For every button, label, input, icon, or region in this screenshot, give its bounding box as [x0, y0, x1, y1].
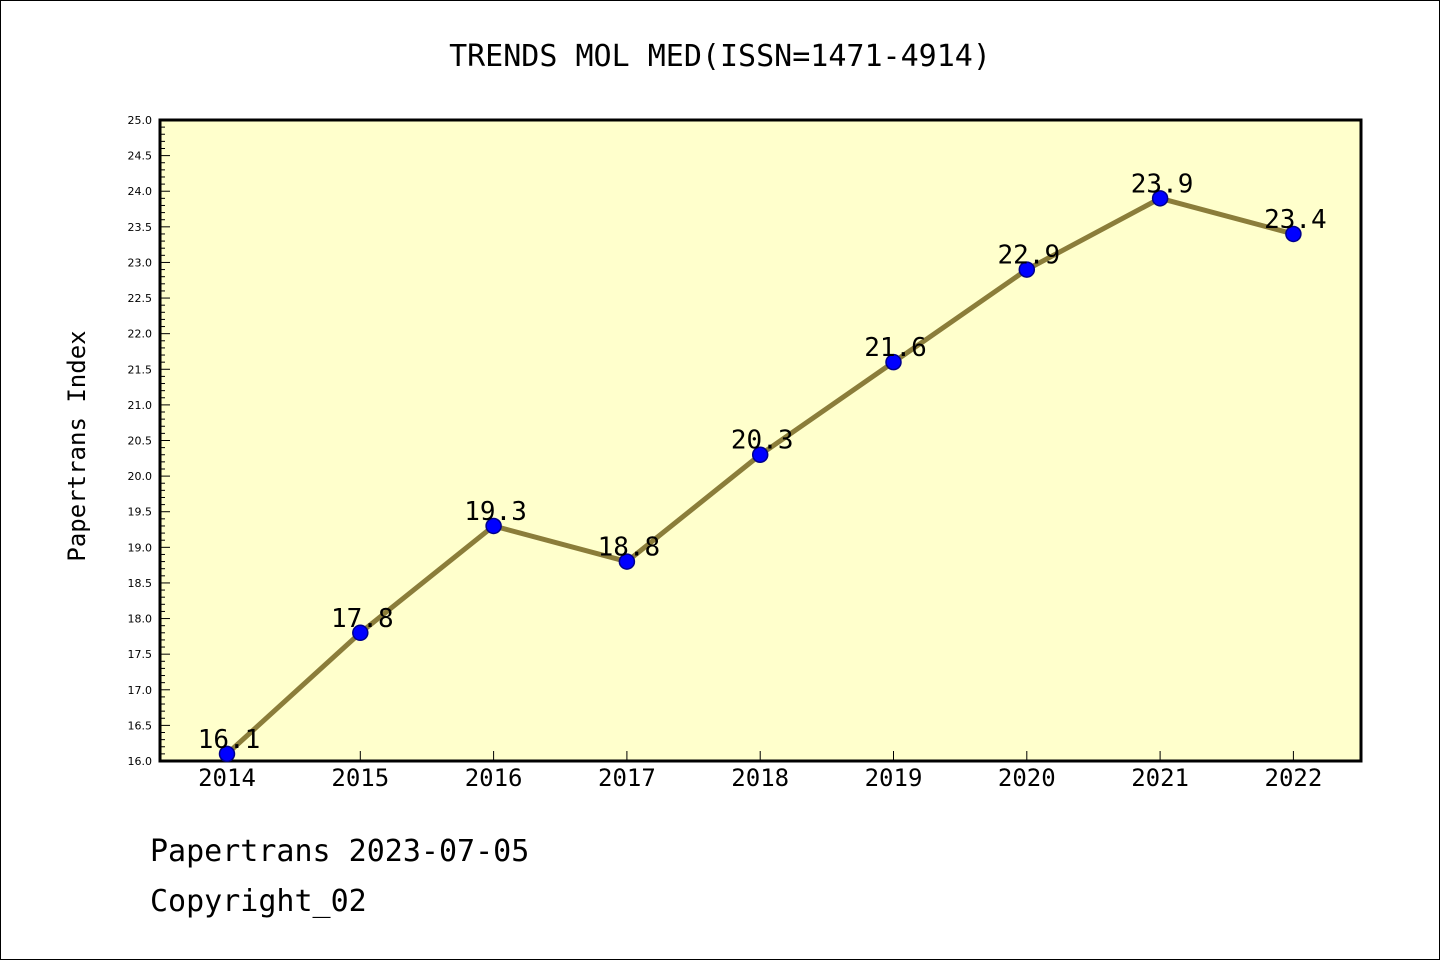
data-label: 23.9	[1131, 169, 1194, 199]
x-axis-ticks: 2014 2015 2016 2017 2018 2019 2020 2021 2022	[198, 751, 1322, 792]
y-tick-label: 19.5	[128, 506, 153, 519]
x-tick-label: 2020	[998, 764, 1056, 792]
data-point-marker	[218, 745, 236, 763]
y-tick-label: 23.5	[128, 221, 153, 234]
y-tick-label: 20.0	[128, 470, 153, 483]
y-tick-label: 17.0	[128, 684, 153, 697]
data-point-marker	[1151, 190, 1169, 207]
x-tick-label: 2017	[598, 764, 656, 792]
y-axis-label: Papertrans Index	[63, 330, 91, 561]
plot-area	[158, 118, 1363, 763]
y-tick-label: 19.0	[128, 541, 153, 554]
y-tick-label: 17.5	[128, 648, 153, 661]
data-label: 18.8	[598, 533, 661, 563]
data-label: 20.3	[731, 426, 794, 456]
footer-copyright-text: Copyright_02	[150, 884, 367, 919]
y-tick-label: 25.0	[128, 114, 153, 127]
y-tick-label: 23.0	[128, 256, 153, 269]
chart-title: TRENDS MOL MED(ISSN=1471-4914)	[449, 39, 991, 74]
y-tick-label: 18.0	[128, 613, 153, 626]
data-point-marker	[885, 353, 902, 371]
x-tick-label: 2022	[1265, 764, 1323, 792]
y-tick-label: 16.0	[128, 755, 153, 768]
data-label: 16.1	[198, 725, 261, 755]
x-tick-label: 2014	[198, 764, 256, 792]
y-tick-label: 24.5	[128, 150, 153, 163]
data-point-marker	[618, 553, 636, 570]
x-tick-label: 2018	[731, 764, 789, 792]
y-tick-label: 16.5	[128, 719, 153, 732]
data-label: 22.9	[997, 241, 1060, 271]
y-tick-label: 22.0	[128, 328, 153, 341]
data-label: 23.4	[1264, 205, 1327, 235]
y-axis-ticks: 16.0 16.5 17.0 17.5 18.0 18.5 19.0 19.5 20.0 20.5…	[128, 114, 170, 768]
y-tick-label: 20.5	[128, 435, 153, 448]
y-tick-label: 24.0	[128, 185, 153, 198]
data-point-marker	[1285, 225, 1302, 243]
x-tick-label: 2015	[331, 764, 389, 792]
series-group	[218, 190, 1302, 763]
x-tick-label: 2019	[865, 764, 923, 792]
data-point-marker	[352, 624, 369, 642]
footer-date-text: Papertrans 2023-07-05	[150, 834, 530, 869]
y-tick-label: 21.5	[128, 363, 153, 376]
data-labels-group: 16.1 17.8 19.3 18.8 20.3 21.6 22.9 23.9 23.4	[198, 169, 1327, 755]
data-label: 17.8	[331, 604, 394, 634]
data-label: 19.3	[464, 497, 527, 527]
x-tick-label: 2016	[465, 764, 523, 792]
data-point-marker	[485, 517, 502, 535]
data-label: 21.6	[864, 333, 927, 363]
data-point-marker	[1018, 261, 1036, 278]
y-tick-label: 21.0	[128, 399, 153, 412]
y-tick-label: 22.5	[128, 292, 153, 305]
y-tick-label: 18.5	[128, 577, 153, 590]
x-tick-label: 2021	[1131, 764, 1189, 792]
data-point-marker	[751, 446, 769, 463]
